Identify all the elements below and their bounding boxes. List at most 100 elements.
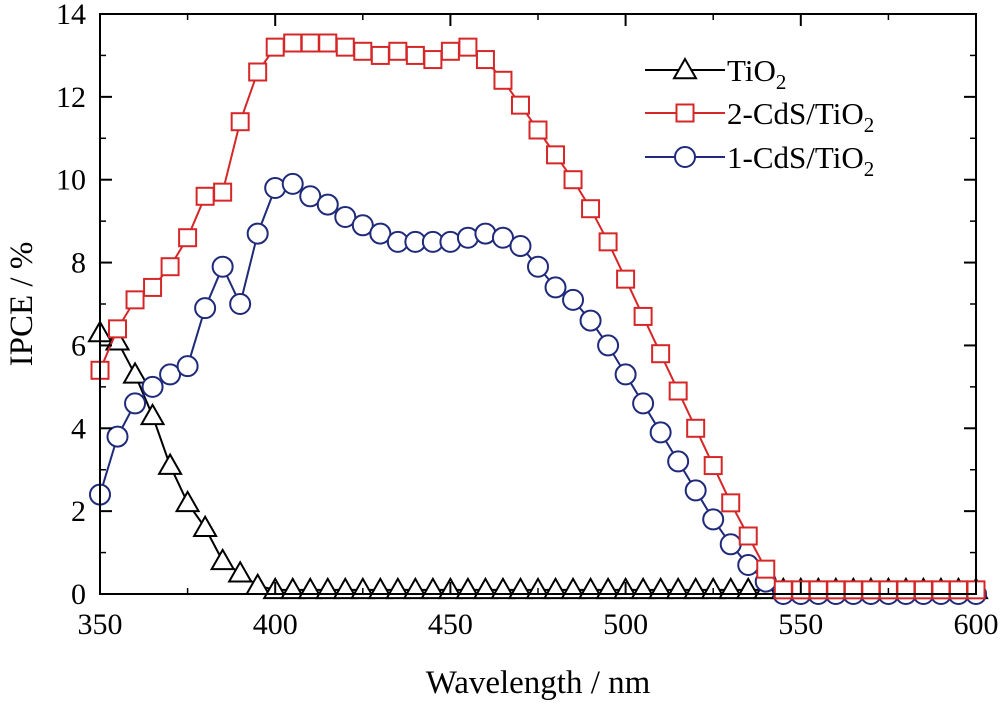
series-line bbox=[99, 332, 976, 591]
data-point bbox=[178, 228, 198, 248]
legend-label-subscript: 2 bbox=[776, 70, 787, 94]
data-point bbox=[122, 361, 148, 384]
data-point bbox=[562, 288, 585, 311]
legend-marker bbox=[674, 146, 696, 168]
data-point bbox=[597, 334, 620, 357]
data-point bbox=[667, 450, 690, 473]
data-point bbox=[808, 580, 828, 600]
data-point bbox=[614, 363, 637, 386]
data-point bbox=[211, 255, 234, 278]
y-tick-label: 0 bbox=[71, 578, 86, 611]
x-tick-label: 500 bbox=[603, 608, 648, 641]
data-point bbox=[318, 33, 338, 53]
data-point bbox=[213, 182, 233, 202]
data-point bbox=[651, 344, 671, 364]
data-point bbox=[157, 452, 183, 475]
data-point bbox=[616, 269, 636, 289]
data-point bbox=[721, 493, 741, 513]
x-tick-label: 400 bbox=[253, 608, 298, 641]
x-tick-label: 450 bbox=[428, 608, 473, 641]
data-point bbox=[686, 418, 706, 438]
data-point bbox=[160, 257, 180, 277]
legend-marker bbox=[672, 56, 698, 80]
y-tick-label: 4 bbox=[71, 412, 86, 445]
data-point bbox=[281, 172, 304, 195]
data-point bbox=[632, 392, 655, 415]
x-tick-label: 600 bbox=[954, 608, 999, 641]
y-tick-label: 8 bbox=[71, 247, 86, 280]
data-point bbox=[334, 206, 357, 228]
data-point bbox=[174, 489, 201, 513]
data-point bbox=[703, 456, 723, 476]
legend-entry: 1-CdS/TiO2 bbox=[645, 140, 874, 181]
data-point bbox=[738, 526, 758, 546]
data-point bbox=[125, 290, 145, 310]
data-point bbox=[475, 50, 495, 70]
legend-entry: TiO2 bbox=[645, 53, 786, 94]
data-point bbox=[141, 375, 164, 398]
data-point bbox=[370, 45, 390, 65]
legend-label-subscript: 2 bbox=[864, 157, 875, 181]
data-point bbox=[649, 421, 672, 444]
data-point bbox=[283, 33, 303, 53]
data-point bbox=[773, 580, 793, 600]
data-point bbox=[579, 309, 602, 332]
series-line bbox=[99, 182, 976, 595]
data-point bbox=[826, 580, 846, 600]
data-point bbox=[756, 559, 776, 579]
y-tick-label: 2 bbox=[71, 495, 86, 528]
data-point bbox=[246, 222, 269, 245]
data-point bbox=[896, 580, 916, 600]
series-square bbox=[90, 33, 986, 600]
y-tick-label: 10 bbox=[56, 164, 86, 197]
data-point bbox=[353, 41, 373, 61]
plot-frame bbox=[99, 13, 977, 595]
x-axis-title: Wavelength / nm bbox=[426, 665, 651, 701]
x-tick-label: 550 bbox=[778, 608, 823, 641]
data-point bbox=[544, 276, 567, 299]
legend-label-text: 1-CdS/TiO bbox=[727, 140, 864, 175]
data-point bbox=[719, 533, 742, 556]
data-point bbox=[335, 37, 355, 57]
data-point bbox=[423, 50, 443, 70]
y-tick-label: 14 bbox=[56, 0, 86, 31]
data-point bbox=[299, 185, 322, 208]
data-point bbox=[440, 41, 460, 61]
data-point bbox=[192, 514, 218, 537]
data-point bbox=[737, 554, 760, 576]
legend-marker bbox=[675, 103, 695, 123]
series-circle bbox=[89, 172, 987, 605]
data-point bbox=[159, 363, 182, 386]
data-point bbox=[124, 392, 147, 415]
data-point bbox=[229, 293, 252, 315]
data-point bbox=[369, 222, 392, 245]
data-point bbox=[106, 425, 129, 448]
data-point bbox=[843, 580, 863, 600]
data-point bbox=[458, 37, 478, 57]
data-point bbox=[195, 186, 215, 206]
data-point bbox=[108, 319, 128, 339]
data-point bbox=[300, 33, 320, 53]
data-point bbox=[581, 199, 601, 219]
y-axis-title: IPCE / % bbox=[4, 242, 40, 367]
data-point bbox=[227, 560, 253, 583]
data-point bbox=[405, 45, 425, 65]
legend-label: TiO2 bbox=[727, 53, 786, 94]
series-triangle bbox=[87, 319, 989, 600]
data-point bbox=[209, 547, 236, 571]
legend-label-subscript: 2 bbox=[864, 113, 875, 137]
data-point bbox=[668, 381, 688, 401]
data-point bbox=[143, 277, 163, 297]
data-point bbox=[598, 232, 618, 252]
legend-label: 1-CdS/TiO2 bbox=[727, 140, 874, 181]
y-tick-label: 6 bbox=[71, 329, 86, 362]
data-point bbox=[194, 297, 217, 320]
data-point bbox=[493, 70, 513, 90]
data-point bbox=[861, 580, 881, 600]
data-point bbox=[230, 112, 250, 132]
data-point bbox=[248, 62, 268, 82]
data-point bbox=[509, 235, 532, 257]
data-point bbox=[684, 479, 707, 502]
